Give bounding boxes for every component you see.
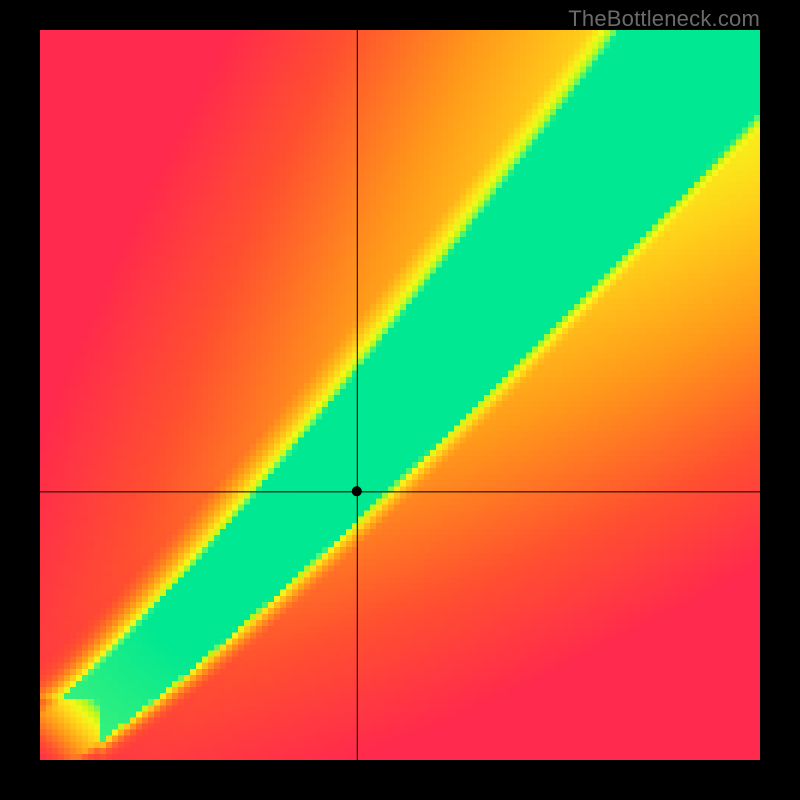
chart-container: TheBottleneck.com xyxy=(0,0,800,800)
overlay-canvas xyxy=(0,0,800,800)
watermark-text: TheBottleneck.com xyxy=(568,6,760,32)
